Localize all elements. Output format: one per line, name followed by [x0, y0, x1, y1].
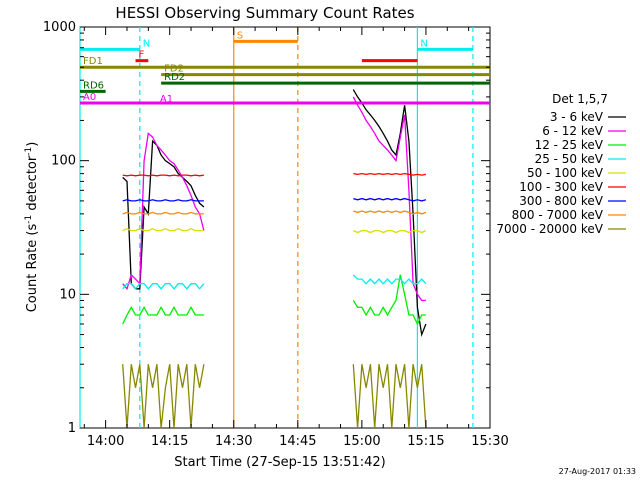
- flag-label-10: A1: [160, 94, 173, 105]
- series-line-8-seg2: [352, 364, 427, 429]
- x-tick-label-3: 14:45: [279, 434, 316, 449]
- series-line-3-seg1: [122, 283, 205, 290]
- legend-label-0: 3 - 6 keV: [550, 110, 604, 124]
- series-line-5-seg1: [122, 174, 205, 177]
- series-line-2-seg2: [352, 274, 426, 326]
- y-axis: 1 10 100 1000: [43, 20, 490, 436]
- legend-title: Det 1,5,7: [552, 92, 608, 106]
- y-tick-label-3: 1000: [43, 20, 76, 35]
- series-line-4-seg2: [353, 229, 427, 234]
- x-axis-label: Start Time (27-Sep-15 13:51:42): [174, 455, 385, 470]
- series-line-7-seg2: [353, 210, 427, 215]
- x-tick-label-1: 14:15: [151, 434, 188, 449]
- series-line-0-seg2: [352, 89, 427, 338]
- flag-label-2: F: [139, 50, 145, 61]
- series-line-6-seg1: [122, 199, 204, 202]
- legend-label-2: 12 - 25 keV: [535, 138, 604, 152]
- legend-label-6: 300 - 800 keV: [519, 194, 603, 208]
- y-tick-label-0: 1: [68, 421, 76, 436]
- flag-label-4: S: [237, 30, 243, 41]
- chart-title: HESSI Observing Summary Count Rates: [115, 4, 414, 22]
- series-line-8-seg1: [122, 364, 205, 429]
- series-line-5-seg2: [353, 172, 427, 176]
- legend-label-1: 6 - 12 keV: [542, 124, 604, 138]
- x-tick-label-6: 15:30: [471, 434, 508, 449]
- series-line-0-seg1: [122, 139, 205, 290]
- y-tick-label-1: 10: [59, 287, 76, 302]
- flag-label-5: FD1: [83, 56, 103, 67]
- legend-label-7: 800 - 7000 keV: [512, 208, 604, 222]
- series-line-6-seg2: [353, 197, 427, 202]
- y-tick-label-2: 100: [51, 154, 76, 169]
- x-tick-label-4: 15:00: [343, 434, 380, 449]
- legend-label-5: 100 - 300 keV: [519, 180, 603, 194]
- series-line-4-seg1: [122, 227, 204, 232]
- flag-label-6: FD2: [164, 64, 184, 75]
- footer-timestamp: 27-Aug-2017 01:33: [559, 467, 636, 476]
- series-line-1-seg1: [122, 132, 205, 291]
- flag-label-0: N: [143, 38, 150, 49]
- x-tick-label-5: 15:15: [407, 434, 444, 449]
- flag-label-7: RD2: [164, 72, 185, 83]
- series-line-3-seg2: [352, 274, 427, 285]
- flag-label-8: RD6: [83, 80, 104, 91]
- series-line-1-seg2: [352, 96, 426, 302]
- flag-label-1: N: [420, 38, 427, 49]
- x-axis: 14:00 14:15 14:30 14:45 15:00 15:15 15:30: [83, 27, 509, 449]
- legend-label-4: 50 - 100 keV: [527, 166, 604, 180]
- y-axis-label: Count Rate (s-1 detector-1): [24, 142, 40, 313]
- legend-label-8: 7000 - 20000 keV: [496, 222, 603, 236]
- x-tick-label-2: 14:30: [215, 434, 252, 449]
- series-line-7-seg1: [122, 211, 204, 215]
- series-line-2-seg1: [122, 305, 204, 325]
- legend-label-3: 25 - 50 keV: [535, 152, 604, 166]
- flag-label-9: A0: [83, 92, 96, 103]
- x-tick-label-0: 14:00: [87, 434, 124, 449]
